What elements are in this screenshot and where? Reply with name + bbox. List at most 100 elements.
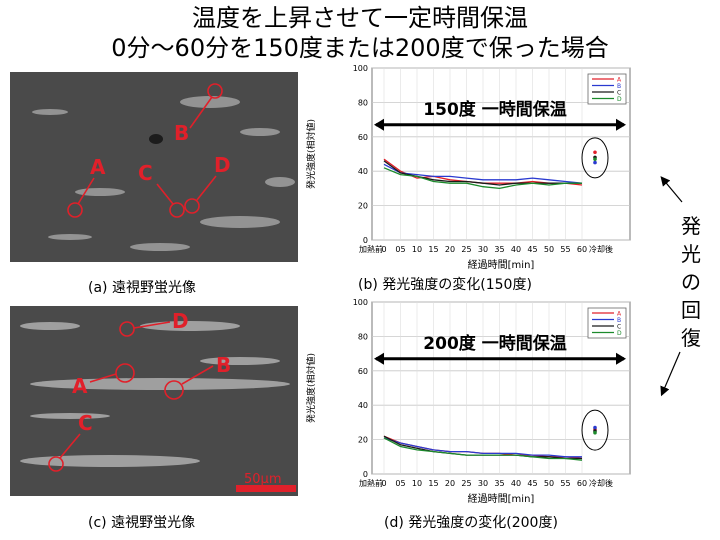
series-line-D xyxy=(383,437,583,461)
x-tick-label: 35 xyxy=(494,245,504,254)
chart-b: 0 20 40 60 80 100 加熱前 0 05 10 15 20 25 30 35 40 45 50 55 60… xyxy=(300,62,660,278)
x-tick-label: 55 xyxy=(560,245,570,254)
x-tick-label: 40 xyxy=(511,479,521,488)
slide-title-line2: 0分～60分を150度または200度で保った場合 xyxy=(111,34,609,62)
x-tick-label: 冷却後 xyxy=(589,478,613,488)
y-tick-label: 80 xyxy=(358,332,368,341)
marker-arrow-d xyxy=(133,321,171,329)
side-text-char: 復 xyxy=(681,326,701,350)
y-tick-label: 40 xyxy=(358,167,368,176)
hold-arrow-head-right xyxy=(616,352,626,365)
arrow-to-chart-d xyxy=(660,351,681,397)
x-tick-label: 15 xyxy=(428,479,438,488)
scale-bar-label: 50μm xyxy=(244,472,281,487)
marker-circle-c xyxy=(169,202,185,218)
x-tick-label: 20 xyxy=(445,245,455,254)
fluorescence-image-a: A B C D xyxy=(10,72,298,262)
x-tick-label: 0 xyxy=(381,245,386,254)
caption-c: (c) 遠視野蛍光像 xyxy=(88,515,196,531)
marker-arrow-c xyxy=(59,433,81,459)
x-tick-label: 05 xyxy=(395,479,405,488)
slide-title-line1: 温度を上昇させて一定時間保温 xyxy=(192,4,528,32)
marker-circle-b xyxy=(164,380,184,400)
fluorescence-image-c: D B A C 50μm xyxy=(10,306,298,496)
fluorescence-texture xyxy=(32,96,295,251)
y-tick-label: 40 xyxy=(358,401,368,410)
y-axis-label: 発光強度(相対値) xyxy=(305,353,317,423)
x-tick-label: 35 xyxy=(494,479,504,488)
legend-label: C xyxy=(617,324,621,331)
marker-circle-a xyxy=(67,202,83,218)
marker-label: D xyxy=(214,153,231,177)
legend-label: A xyxy=(617,311,622,318)
marker-label: C xyxy=(78,411,93,435)
side-text-char: 回 xyxy=(681,298,701,322)
marker-arrow-a xyxy=(89,373,117,383)
y-tick-label: 0 xyxy=(363,236,368,245)
x-tick-label: 加熱前 xyxy=(359,478,383,488)
x-tick-label: 15 xyxy=(428,245,438,254)
x-axis-label: 経過時間[min] xyxy=(468,492,535,505)
legend-label: D xyxy=(617,330,622,337)
x-tick-label: 10 xyxy=(412,479,422,488)
x-tick-label: 冷却後 xyxy=(589,244,613,254)
series-line-D xyxy=(383,167,582,190)
legend-label: B xyxy=(617,317,621,324)
side-text-char: 発 xyxy=(681,214,701,238)
y-tick-label: 20 xyxy=(358,202,368,211)
marker-label: A xyxy=(72,374,88,398)
x-tick-label: 0 xyxy=(381,479,386,488)
x-tick-label: 25 xyxy=(461,245,471,254)
x-tick-label: 30 xyxy=(478,479,488,488)
marker-arrow-b xyxy=(189,96,213,129)
after-cooling-point-A xyxy=(593,150,597,155)
chart-d: 0 20 40 60 80 100 加熱前 0 05 10 15 20 25 30 35 40 45 50 55 60… xyxy=(300,296,660,512)
hold-arrow-head-right xyxy=(616,118,626,131)
x-tick-label: 55 xyxy=(560,479,570,488)
marker-circle-a xyxy=(115,363,135,383)
legend-label: B xyxy=(617,83,621,90)
x-tick-label: 60 xyxy=(577,245,587,254)
marker-label: B xyxy=(216,353,231,377)
dark-spot xyxy=(149,134,163,144)
x-axis-label: 経過時間[min] xyxy=(468,258,535,271)
marker-arrow-a xyxy=(77,177,95,205)
marker-arrow-d xyxy=(196,175,217,201)
recovery-circle xyxy=(581,409,609,451)
marker-label: B xyxy=(174,121,189,145)
caption-a: (a) 遠視野蛍光像 xyxy=(88,280,196,296)
x-tick-label: 05 xyxy=(395,245,405,254)
legend-label: D xyxy=(617,96,622,103)
x-tick-label: 50 xyxy=(544,245,554,254)
caption-d: (d) 発光強度の変化(200度) xyxy=(384,515,558,531)
after-cooling-point-D xyxy=(593,430,597,435)
y-tick-label: 0 xyxy=(363,470,368,479)
after-cooling-point-B xyxy=(593,160,597,165)
x-tick-label: 60 xyxy=(577,479,587,488)
plot-area xyxy=(371,67,631,241)
marker-arrow-c xyxy=(156,183,174,205)
marker-arrow-b xyxy=(181,365,214,385)
x-tick-label: 40 xyxy=(511,245,521,254)
hold-annotation: 200度 一時間保温 xyxy=(423,333,566,354)
marker-label: D xyxy=(172,309,189,333)
marker-circle-d xyxy=(119,321,135,337)
x-tick-label: 30 xyxy=(478,245,488,254)
series-line-B xyxy=(383,163,583,184)
legend-label: C xyxy=(617,90,621,97)
x-tick-label: 20 xyxy=(445,479,455,488)
hold-arrow-head-left xyxy=(374,118,384,131)
y-tick-label: 20 xyxy=(358,436,368,445)
y-tick-label: 60 xyxy=(358,133,368,142)
side-text-char: 光 xyxy=(681,242,701,266)
x-tick-label: 45 xyxy=(527,245,537,254)
x-tick-label: 25 xyxy=(461,479,471,488)
hold-arrow-head-left xyxy=(374,352,384,365)
caption-b: (b) 発光強度の変化(150度) xyxy=(358,277,532,293)
recovery-circle xyxy=(581,137,609,179)
x-tick-label: 50 xyxy=(544,479,554,488)
y-tick-label: 100 xyxy=(353,298,368,307)
marker-circle-d xyxy=(184,198,200,214)
